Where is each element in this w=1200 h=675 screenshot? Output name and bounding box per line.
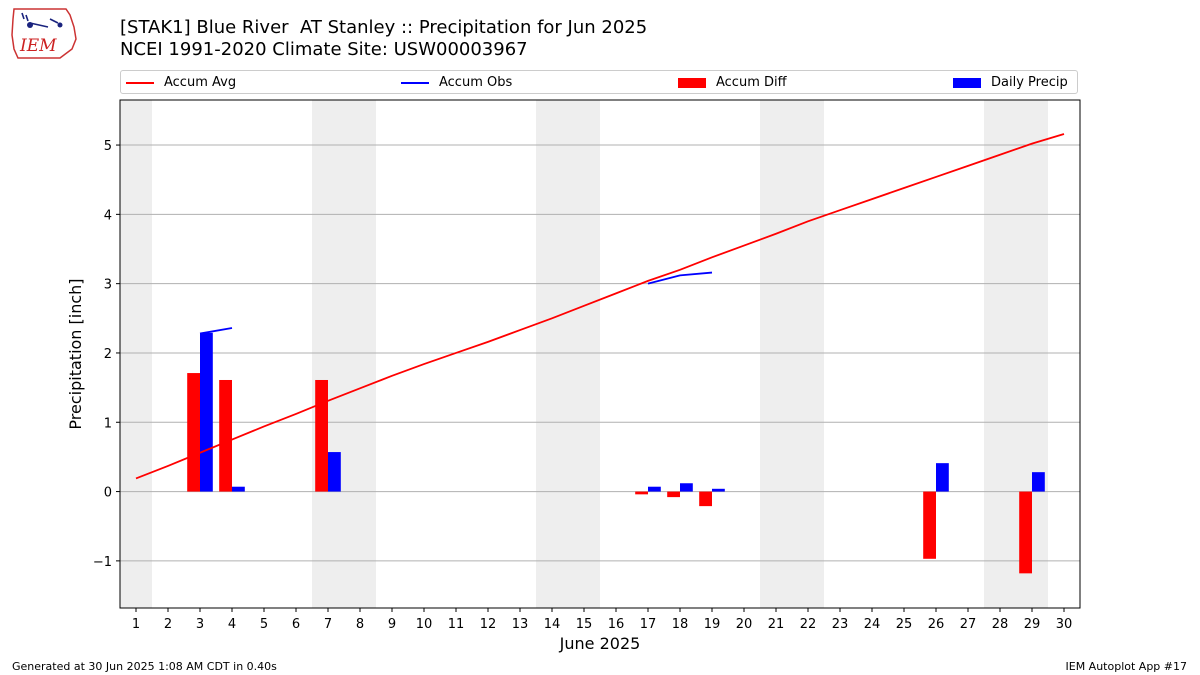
legend-item-accum-avg: Accum Avg [126, 74, 236, 92]
xtick-label-9: 10 [416, 617, 433, 632]
xtick-label-10: 11 [448, 617, 465, 632]
plot-frame [119, 99, 1081, 609]
ytick-label-0: −1 [93, 555, 112, 570]
bar-accum-diff-day-4 [219, 379, 232, 492]
line-accum-avg [135, 133, 1065, 480]
weekend-shade-4 [984, 100, 1048, 608]
bar-daily-precip-day-3 [200, 332, 213, 492]
bar-daily-precip-day-26 [936, 463, 949, 492]
legend-swatch-accum-avg [126, 81, 154, 84]
xtick-label-15: 16 [608, 617, 625, 632]
weekend-shade-0 [120, 100, 152, 608]
xtick-label-4: 5 [260, 617, 268, 632]
ytick-label-2: 1 [104, 416, 112, 431]
bar-daily-precip-day-19 [712, 488, 725, 492]
xtick-label-1: 2 [164, 617, 172, 632]
legend-item-accum-obs: Accum Obs [401, 74, 512, 92]
legend-item-daily-precip: Daily Precip [953, 74, 1068, 92]
xtick-label-29: 30 [1056, 617, 1073, 632]
legend-label-accum-obs: Accum Obs [439, 75, 513, 90]
xtick-label-11: 12 [480, 617, 497, 632]
line-accum-obs-segment-0 [199, 327, 233, 335]
xtick-label-18: 19 [704, 617, 721, 632]
weekend-shade-3 [760, 100, 824, 608]
xtick-label-21: 22 [800, 617, 817, 632]
xtick-label-20: 21 [768, 617, 785, 632]
iem-logo: IEM [8, 5, 80, 59]
ytick-label-3: 2 [104, 347, 112, 362]
generated-timestamp: Generated at 30 Jun 2025 1:08 AM CDT in … [12, 660, 277, 673]
xtick-label-2: 3 [196, 617, 204, 632]
bar-accum-diff-day-18 [667, 491, 680, 498]
xtick-label-28: 29 [1024, 617, 1041, 632]
bar-accum-diff-day-19 [699, 491, 712, 507]
bar-accum-diff-day-3 [187, 373, 200, 492]
weekend-shade-1 [312, 100, 376, 608]
legend-swatch-daily-precip [953, 77, 981, 88]
bar-daily-precip-day-7 [328, 452, 341, 492]
legend-swatch-accum-obs [401, 81, 429, 84]
xtick-label-19: 20 [736, 617, 753, 632]
ytick-label-5: 4 [104, 208, 112, 223]
bar-daily-precip-day-4 [232, 486, 245, 492]
bar-daily-precip-day-18 [680, 483, 693, 492]
y-axis-label: Precipitation [inch] [66, 278, 85, 429]
xtick-label-23: 24 [864, 617, 881, 632]
xtick-label-6: 7 [324, 617, 332, 632]
chart-subtitle: NCEI 1991-2020 Climate Site: USW00003967 [120, 39, 528, 60]
bar-daily-precip-day-29 [1032, 472, 1045, 492]
svg-text:IEM: IEM [19, 36, 57, 56]
chart-title: [STAK1] Blue River AT Stanley :: Precipi… [120, 17, 648, 38]
xtick-label-26: 27 [960, 617, 977, 632]
legend-item-accum-diff: Accum Diff [678, 74, 787, 92]
xtick-label-3: 4 [228, 617, 236, 632]
legend-label-daily-precip: Daily Precip [991, 75, 1068, 90]
bar-accum-diff-day-7 [315, 379, 328, 492]
xtick-label-22: 23 [832, 617, 849, 632]
legend-swatch-accum-diff [678, 77, 706, 88]
xtick-label-14: 15 [576, 617, 593, 632]
bar-daily-precip-day-17 [648, 486, 661, 492]
chart-legend: Accum Avg Accum Obs Accum Diff Daily Pre… [120, 70, 1078, 94]
ytick-label-4: 3 [104, 278, 112, 293]
xtick-label-25: 26 [928, 617, 945, 632]
xtick-label-24: 25 [896, 617, 913, 632]
line-accum-obs-segment-1 [647, 271, 713, 285]
xtick-label-12: 13 [512, 617, 529, 632]
bar-accum-diff-day-17 [635, 491, 648, 495]
bar-accum-diff-day-29 [1019, 491, 1032, 574]
x-axis-label: June 2025 [559, 634, 641, 653]
legend-label-accum-diff: Accum Diff [716, 75, 787, 90]
ytick-label-1: 0 [104, 486, 112, 501]
weekend-shade-2 [536, 100, 600, 608]
xtick-label-5: 6 [292, 617, 300, 632]
xtick-label-0: 1 [132, 617, 140, 632]
bar-accum-diff-day-26 [923, 491, 936, 559]
xtick-label-27: 28 [992, 617, 1009, 632]
xtick-label-7: 8 [356, 617, 364, 632]
legend-label-accum-avg: Accum Avg [164, 75, 237, 90]
xtick-label-13: 14 [544, 617, 561, 632]
xtick-label-17: 18 [672, 617, 689, 632]
app-credit: IEM Autoplot App #17 [1065, 660, 1188, 673]
xtick-label-16: 17 [640, 617, 657, 632]
ytick-label-6: 5 [104, 139, 112, 154]
xtick-label-8: 9 [388, 617, 396, 632]
